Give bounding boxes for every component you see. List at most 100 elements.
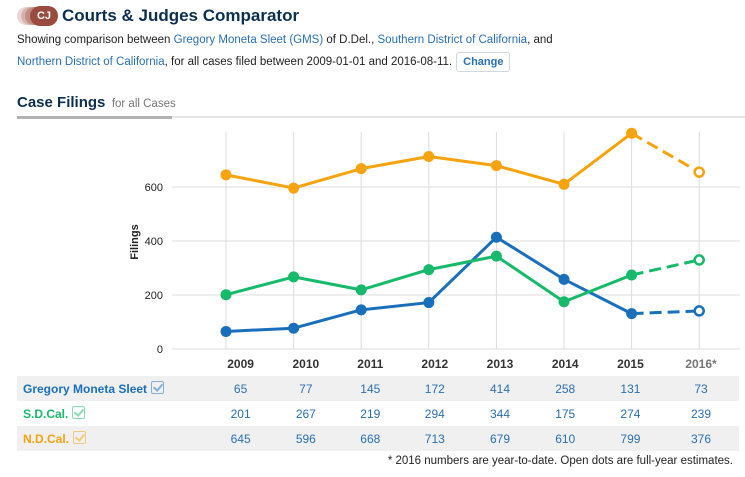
table-cell: 267 <box>295 406 316 421</box>
section-divider-accent <box>17 116 172 119</box>
table-cell: 344 <box>489 406 511 421</box>
estimate-dashed-line <box>630 131 700 174</box>
data-point <box>355 304 367 316</box>
data-point <box>490 231 502 243</box>
grid-lines <box>172 132 740 350</box>
checkbox-icon[interactable] <box>151 381 165 394</box>
data-point <box>288 322 300 334</box>
table-cell: 77 <box>273 376 339 401</box>
table-cell: 679 <box>467 426 533 451</box>
table-cell: 596 <box>273 426 339 451</box>
table-cell: 258 <box>532 376 598 401</box>
estimate-dashed-line <box>631 309 700 316</box>
column-header: 2011 <box>357 357 384 371</box>
y-tick-label: 400 <box>145 236 163 248</box>
desc-mid1: of D.Del., <box>323 34 378 46</box>
cj-logo-icon: CJ <box>17 6 58 26</box>
table-cell: 73 <box>663 376 739 401</box>
estimate-open-dot <box>693 166 705 178</box>
y-tick-label: 600 <box>145 182 163 194</box>
series-lines <box>225 131 700 333</box>
data-point <box>558 296 570 308</box>
column-header: 2014 <box>551 357 579 371</box>
section-subtitle: for all Cases <box>111 98 176 110</box>
checkbox-icon[interactable] <box>73 431 87 444</box>
row-label: Gregory Moneta Sleet <box>17 376 208 401</box>
table-cell: 219 <box>360 406 381 421</box>
table-cell: 610 <box>532 426 598 451</box>
column-header: 2013 <box>486 357 514 371</box>
table-corner <box>17 352 208 376</box>
data-point <box>288 271 300 283</box>
data-point <box>355 284 367 296</box>
data-point <box>423 150 435 162</box>
table-cell: 172 <box>402 376 468 401</box>
data-point <box>220 289 232 301</box>
data-point <box>558 178 570 190</box>
table-row: N.D.Cal. 645 596 668 713 679 610 799 376 <box>17 426 739 451</box>
data-point <box>220 169 232 181</box>
table-cell: 239 <box>691 406 712 421</box>
table-header-row: 2009 2010 2011 2012 2013 2014 2015 2016* <box>17 352 739 376</box>
data-point <box>626 127 638 139</box>
section-divider <box>17 116 745 118</box>
table-cell: 274 <box>620 406 641 421</box>
comparison-description: Showing comparison between Gregory Monet… <box>17 29 737 73</box>
desc-prefix: Showing comparison between <box>17 34 174 46</box>
app-title: Courts & Judges Comparator <box>62 6 300 25</box>
data-point <box>220 325 232 337</box>
estimate-dashed-line <box>631 258 700 277</box>
checkbox-icon[interactable] <box>72 406 86 419</box>
data-point <box>288 182 300 194</box>
northern-district-link[interactable]: Northern District of California <box>17 56 165 68</box>
data-point <box>558 273 570 285</box>
estimate-open-dot <box>693 254 705 266</box>
judge-link[interactable]: Gregory Moneta Sleet (GMS) <box>173 34 324 46</box>
series-points <box>220 127 705 337</box>
y-axis-ticks: 0 200 400 600 <box>145 182 163 355</box>
row-label: N.D.Cal. <box>17 426 208 451</box>
filings-line-chart: 0 200 400 600 Filings <box>129 127 740 355</box>
column-header: 2009 <box>227 357 254 371</box>
data-point <box>626 269 638 281</box>
change-button[interactable]: Change <box>456 52 511 72</box>
southern-district-link[interactable]: Southern District of California <box>377 34 528 46</box>
series-name: Gregory Moneta Sleet <box>23 382 148 396</box>
table-cell: 713 <box>402 426 468 451</box>
section-heading: Case Filings for all Cases <box>17 94 176 112</box>
row-label: S.D.Cal. <box>17 401 208 426</box>
data-point <box>423 264 435 276</box>
table-cell: 645 <box>208 426 274 451</box>
table-cell: 131 <box>597 376 664 401</box>
estimate-open-dot <box>693 305 705 317</box>
table-cell: 668 <box>338 426 403 451</box>
desc-mid2: , and <box>527 34 553 46</box>
desc-suffix: , for all cases filed between 2009-01-01… <box>164 56 453 68</box>
y-tick-label: 200 <box>145 290 163 302</box>
title-row: CJ Courts & Judges Comparator <box>17 4 737 28</box>
column-header: 2010 <box>292 357 320 371</box>
table-row: Gregory Moneta Sleet 65 77 145 172 414 2… <box>17 376 739 401</box>
table-cell: 201 <box>230 406 251 421</box>
data-point <box>423 297 435 309</box>
table-cell: 799 <box>597 426 664 451</box>
data-point <box>355 163 367 175</box>
app-header: CJ Courts & Judges Comparator Showing co… <box>17 4 737 73</box>
table-cell: 376 <box>663 426 739 451</box>
filings-table: 2009 2010 2011 2012 2013 2014 2015 2016*… <box>17 352 739 451</box>
data-point <box>490 250 502 262</box>
series-name: S.D.Cal. <box>23 407 69 421</box>
table-row: S.D.Cal. 201 267 219 294 344 175 274 239 <box>17 401 739 426</box>
data-point <box>626 308 638 320</box>
table-cell: 145 <box>338 376 403 401</box>
table-cell: 65 <box>208 376 274 401</box>
footnote: * 2016 numbers are year-to-date. Open do… <box>387 455 733 467</box>
table-cell: 175 <box>555 406 576 421</box>
y-tick-label: 0 <box>157 344 163 355</box>
y-axis-label: Filings <box>129 224 141 259</box>
table-cell: 414 <box>467 376 533 401</box>
logo-badge: CJ <box>30 6 58 26</box>
section-title: Case Filings <box>17 94 106 111</box>
series-name: N.D.Cal. <box>23 432 70 446</box>
column-header: 2016* <box>685 357 717 371</box>
